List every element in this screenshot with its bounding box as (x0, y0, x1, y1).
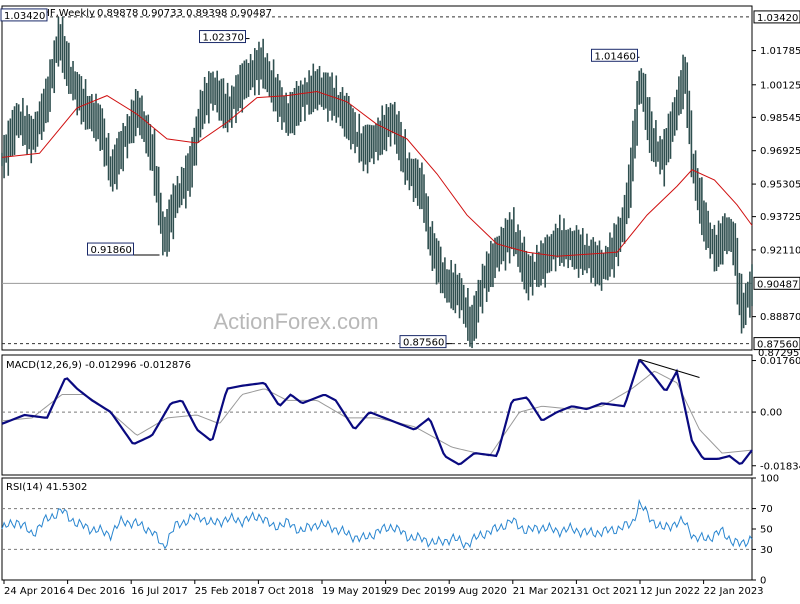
x-tick-label: 31 Oct 2021 (576, 586, 638, 597)
x-tick-label: 9 Aug 2020 (449, 586, 507, 597)
level-label: 1.03420 (757, 13, 798, 24)
price-panel-frame (1, 5, 753, 351)
x-tick-label: 16 Jul 2017 (131, 586, 188, 597)
macd-label: MACD(12,26,9) -0.012996 -0.012876 (6, 360, 191, 371)
moving-average-line (1, 90, 753, 257)
x-tick-label: 7 Oct 2018 (258, 586, 313, 597)
x-tick-label: 22 Jan 2023 (704, 586, 764, 597)
rsi-y-tick-label: 50 (760, 525, 773, 536)
price-y-tick-extra: 0.87295 (758, 348, 799, 359)
rsi-y-tick-label: 0 (760, 576, 766, 587)
level-label: 0.87560 (757, 340, 798, 351)
price-y-tick-label: 1.01785 (760, 46, 800, 57)
macd-signal-line (1, 370, 753, 457)
level-label: 0.90487 (757, 279, 798, 290)
price-y-tick-label: 0.96925 (760, 146, 800, 157)
rsi-y-tick-label: 30 (760, 545, 773, 556)
annotation-label: 0.91860 (91, 245, 132, 256)
annotation-box (591, 48, 638, 62)
price-y-tick-label: 1.00125 (760, 80, 800, 91)
rsi-label: RSI(14) 41.5302 (6, 482, 87, 493)
rsi-y-tick-label: 100 (760, 474, 779, 485)
level-label-box (753, 337, 800, 351)
x-tick-label: 12 Jun 2022 (640, 586, 700, 597)
symbol-label: USDCHF,Weekly (14, 8, 95, 19)
x-tick-label: 21 Mar 2021 (513, 586, 576, 597)
macd-line (1, 358, 753, 466)
annotation-box (199, 30, 246, 44)
annotation-box (0, 8, 48, 22)
x-tick-label: 4 Dec 2016 (68, 586, 126, 597)
annotation-box (87, 242, 134, 256)
annotation-box (399, 335, 447, 349)
macd-y-tick-label: 0.017603 (760, 356, 800, 367)
price-y-tick-label: 0.93725 (760, 212, 800, 223)
level-label-box (753, 276, 800, 290)
x-tick-label: 24 Apr 2016 (4, 586, 66, 597)
rsi-line (1, 498, 753, 550)
macd-y-tick-label: 0.00 (760, 408, 782, 419)
x-tick-label: 19 May 2019 (322, 586, 387, 597)
macd-y-tick-label: -0.01834 (760, 461, 800, 472)
rsi-y-tick-label: 70 (760, 504, 773, 515)
ohlc-readout: 0.89878 0.90733 0.89398 0.90487 (97, 8, 272, 19)
annotation-label: 1.03420 (4, 11, 45, 22)
x-tick-label: 25 Feb 2018 (195, 586, 257, 597)
macd-trendline (639, 358, 700, 379)
annotation-label: 1.01460 (595, 51, 636, 62)
x-tick-label: 29 Dec 2019 (386, 586, 450, 597)
level-label-box (753, 10, 800, 24)
price-y-tick-label: 0.95305 (760, 180, 800, 191)
price-y-tick-label: 0.88870 (760, 312, 800, 323)
price-y-tick-label: 0.98545 (760, 113, 800, 124)
watermark: ActionForex.com (213, 309, 378, 334)
annotation-label: 0.87560 (403, 338, 444, 349)
macd-panel-frame (1, 354, 753, 476)
annotation-label: 1.02370 (203, 33, 244, 44)
price-y-tick-label: 0.92110 (760, 245, 800, 256)
rsi-panel-frame (1, 477, 753, 581)
